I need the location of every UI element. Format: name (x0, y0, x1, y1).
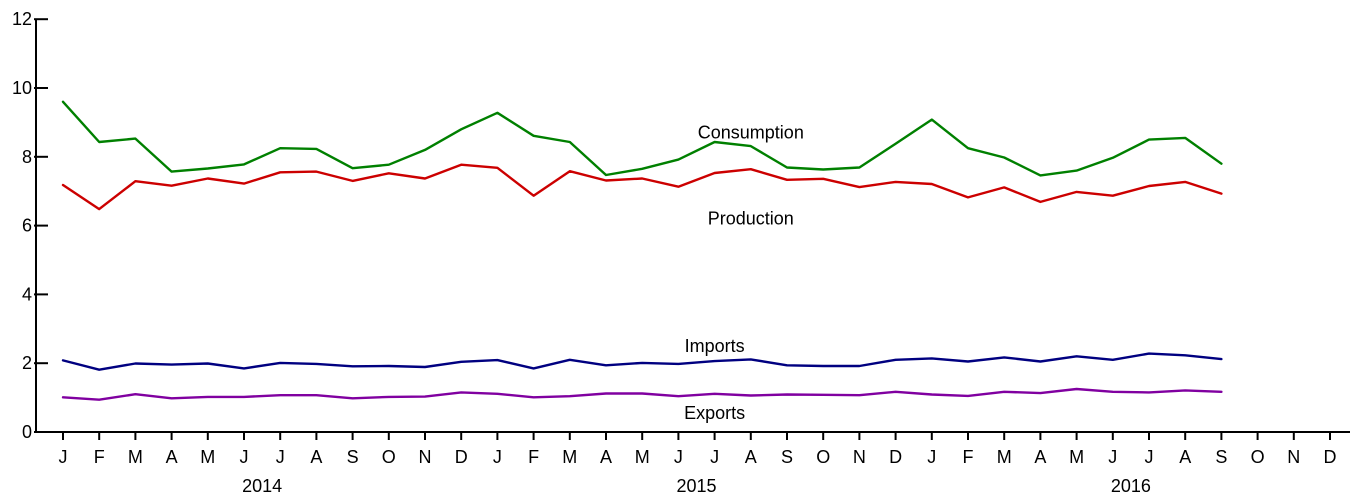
x-month-label: F (963, 447, 974, 467)
x-month-label: D (889, 447, 902, 467)
series-line-imports (61, 352, 1223, 371)
x-month-label: J (674, 447, 683, 467)
x-month-label: S (347, 447, 359, 467)
x-month-label: J (710, 447, 719, 467)
x-month-label: N (1287, 447, 1300, 467)
x-month-label: F (94, 447, 105, 467)
x-month-label: A (1034, 447, 1046, 467)
x-month-label: M (128, 447, 143, 467)
x-month-label: N (853, 447, 866, 467)
y-tick-label: 8 (22, 147, 32, 167)
x-month-label: A (310, 447, 322, 467)
series-line-consumption (61, 100, 1223, 177)
x-month-label: D (455, 447, 468, 467)
x-month-label: J (493, 447, 502, 467)
y-tick-label: 0 (22, 422, 32, 442)
x-month-label: J (276, 447, 285, 467)
x-month-label: A (1179, 447, 1191, 467)
y-tick-label: 6 (22, 216, 32, 236)
x-month-label: J (59, 447, 68, 467)
x-month-label: M (997, 447, 1012, 467)
series-labels: Consumption Production Imports Exports (684, 123, 804, 423)
x-month-label: M (1069, 447, 1084, 467)
x-month-label: A (166, 447, 178, 467)
x-month-label: O (382, 447, 396, 467)
x-month-label: F (528, 447, 539, 467)
x-month-label: M (562, 447, 577, 467)
series-label-imports: Imports (685, 336, 745, 356)
x-axis: J F M A M J J A S O N D J F M A M J J A S O N D J F M A M J J A S O N D 2014… (36, 431, 1350, 496)
x-month-label: O (816, 447, 830, 467)
x-month-label: J (927, 447, 936, 467)
x-month-label: S (781, 447, 793, 467)
series-label-exports: Exports (684, 403, 745, 423)
x-month-label: M (200, 447, 215, 467)
y-tick-label: 12 (12, 9, 32, 29)
x-month-label: S (1215, 447, 1227, 467)
y-tick-label: 4 (22, 284, 32, 304)
x-month-label: J (240, 447, 249, 467)
x-month-label: M (635, 447, 650, 467)
x-year-label: 2015 (676, 476, 716, 496)
series-label-consumption: Consumption (698, 123, 804, 143)
series-line-exports (61, 387, 1223, 401)
series-label-production: Production (708, 209, 794, 229)
x-year-label: 2016 (1111, 476, 1151, 496)
x-month-label: A (600, 447, 612, 467)
x-month-label: J (1145, 447, 1154, 467)
y-axis: 0 2 4 6 8 10 12 (12, 9, 48, 442)
series-line-production (61, 163, 1223, 211)
x-month-label: D (1324, 447, 1337, 467)
series-lines (61, 100, 1223, 401)
y-tick-label: 2 (22, 353, 32, 373)
x-month-label: A (745, 447, 757, 467)
x-month-label: J (1108, 447, 1117, 467)
y-tick-label: 10 (12, 78, 32, 98)
x-year-label: 2014 (242, 476, 282, 496)
x-month-label: N (419, 447, 432, 467)
x-month-label: O (1251, 447, 1265, 467)
